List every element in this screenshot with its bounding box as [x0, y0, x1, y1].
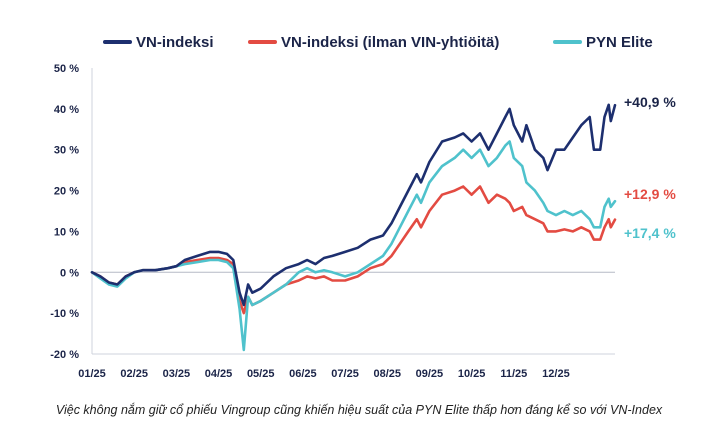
- x-axis-ticks: 01/25 02/25 03/25 04/25 05/25 06/25 07/25 08/25…: [78, 368, 569, 380]
- series-line-0: [90, 103, 617, 307]
- end-label-1: +12,9 %: [624, 186, 676, 202]
- y-tick-label: 40 %: [54, 104, 79, 116]
- legend-label: VN-indeksi: [136, 34, 214, 51]
- y-tick-label: 0 %: [60, 267, 79, 279]
- y-tick-label: 30 %: [54, 145, 79, 157]
- y-tick-label: -10 %: [50, 308, 79, 320]
- y-tick-label: 10 %: [54, 226, 79, 238]
- figure-caption: Việc không nắm giữ cổ phiếu Vingroup cũn…: [55, 403, 663, 417]
- x-tick-label: 12/25: [542, 368, 570, 380]
- x-tick-label: 02/25: [120, 368, 148, 380]
- line-chart: VN-indeksi VN-indeksi (ilman VIN-yhtiöitä…: [50, 34, 676, 380]
- y-tick-label: -20 %: [50, 349, 79, 361]
- x-tick-label: 11/25: [500, 368, 527, 380]
- end-labels: +40,9 % +12,9 % +17,4 %: [624, 94, 676, 241]
- end-label-0: +40,9 %: [624, 94, 676, 110]
- end-label-2: +17,4 %: [624, 225, 676, 241]
- x-tick-label: 08/25: [373, 368, 401, 380]
- series-line-1: [90, 185, 617, 315]
- x-tick-label: 01/25: [78, 368, 106, 380]
- legend: VN-indeksi VN-indeksi (ilman VIN-yhtiöitä…: [103, 34, 653, 51]
- x-tick-label: 06/25: [289, 368, 317, 380]
- y-tick-label: 50 %: [54, 63, 79, 75]
- series-line-2: [90, 140, 617, 352]
- y-tick-label: 20 %: [54, 186, 79, 198]
- x-tick-label: 09/25: [416, 368, 444, 380]
- series-lines: [90, 103, 617, 352]
- x-tick-label: 03/25: [163, 368, 191, 380]
- x-tick-label: 04/25: [205, 368, 233, 380]
- legend-label: VN-indeksi (ilman VIN-yhtiöitä): [281, 34, 499, 51]
- legend-label: PYN Elite: [586, 34, 653, 51]
- x-tick-label: 05/25: [247, 368, 275, 380]
- y-axis-ticks: 50 % 40 % 30 % 20 % 10 % 0 % -10 % -20 %: [50, 63, 79, 361]
- x-tick-label: 10/25: [458, 368, 486, 380]
- x-tick-label: 07/25: [331, 368, 359, 380]
